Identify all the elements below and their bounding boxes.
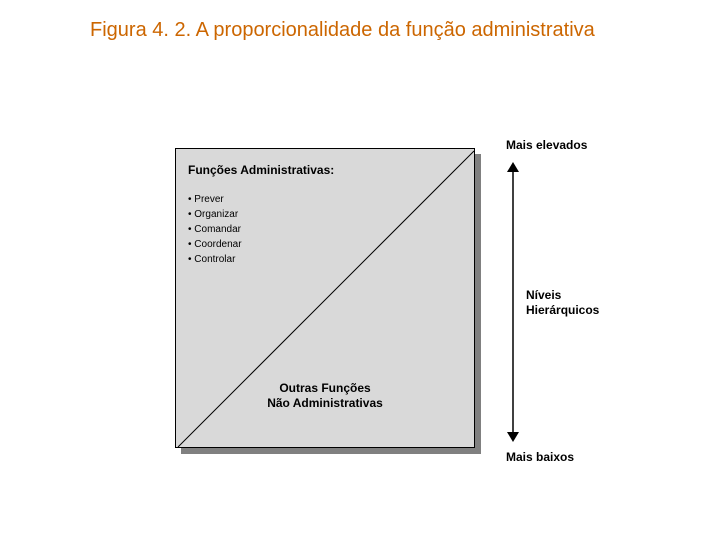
double-arrow-icon <box>505 162 521 442</box>
list-item: • Prever <box>188 192 242 207</box>
proportionality-box: Funções Administrativas: • Prever • Orga… <box>175 148 475 448</box>
figure-title: Figura 4. 2. A proporcionalidade da funç… <box>90 18 630 43</box>
figure-slide: Figura 4. 2. A proporcionalidade da funç… <box>0 0 720 540</box>
axis-top-label: Mais elevados <box>506 138 587 152</box>
box-heading: Funções Administrativas: <box>188 163 334 177</box>
axis-middle-label: Níveis Hierárquicos <box>526 288 599 318</box>
list-item: • Comandar <box>188 222 242 237</box>
other-functions-label: Outras Funções Não Administrativas <box>176 381 474 411</box>
admin-functions-list: • Prever • Organizar • Comandar • Coorde… <box>188 192 242 267</box>
list-item: • Organizar <box>188 207 242 222</box>
axis-bottom-label: Mais baixos <box>506 450 574 464</box>
list-item: • Coordenar <box>188 237 242 252</box>
list-item: • Controlar <box>188 252 242 267</box>
